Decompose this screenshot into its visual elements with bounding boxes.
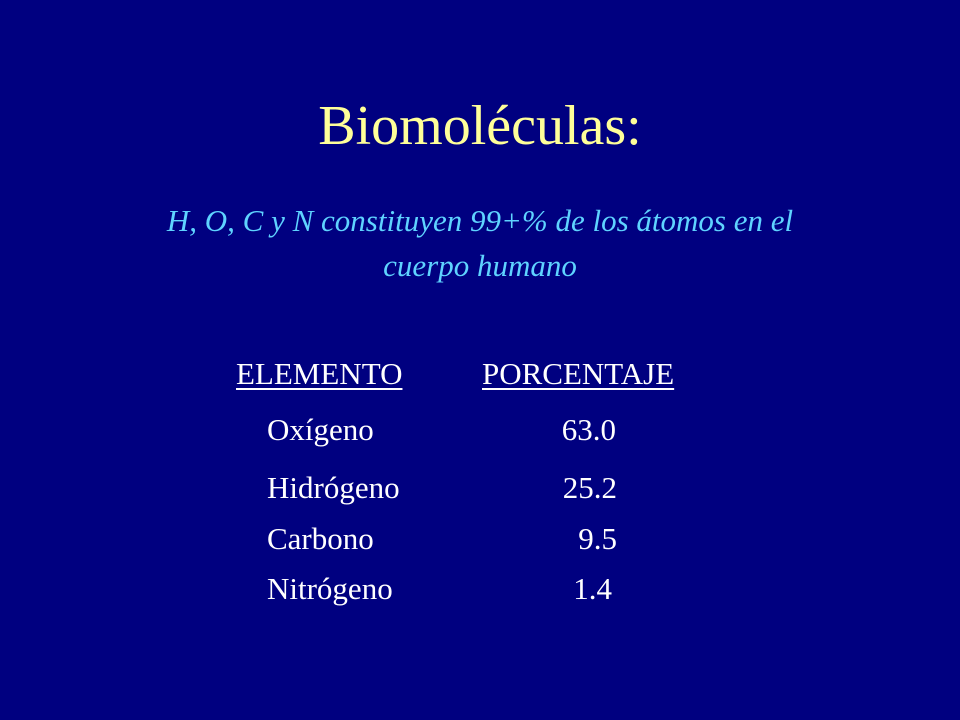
element-name-carbon: Carbono (267, 521, 374, 556)
element-percent-hydrogen: 25.2 (562, 470, 617, 505)
element-name-oxygen: Oxígeno (267, 412, 374, 447)
table-header-element: ELEMENTO (236, 356, 403, 391)
slide-subtitle: H, O, C y N constituyen 99+% de los átom… (80, 198, 880, 288)
element-percent-nitrogen: 1.4 (573, 571, 612, 606)
element-percent-carbon: 9.5 (578, 521, 617, 556)
slide-title: Biomoléculas: (318, 95, 642, 157)
subtitle-line-1: H, O, C y N constituyen 99+% de los átom… (166, 203, 794, 238)
element-name-hydrogen: Hidrógeno (267, 470, 400, 505)
element-percent-oxygen: 63.0 (561, 412, 616, 447)
table-header-percentage: PORCENTAJE (482, 356, 675, 391)
subtitle-line-2: cuerpo humano (383, 248, 577, 283)
element-name-nitrogen: Nitrógeno (267, 571, 393, 606)
